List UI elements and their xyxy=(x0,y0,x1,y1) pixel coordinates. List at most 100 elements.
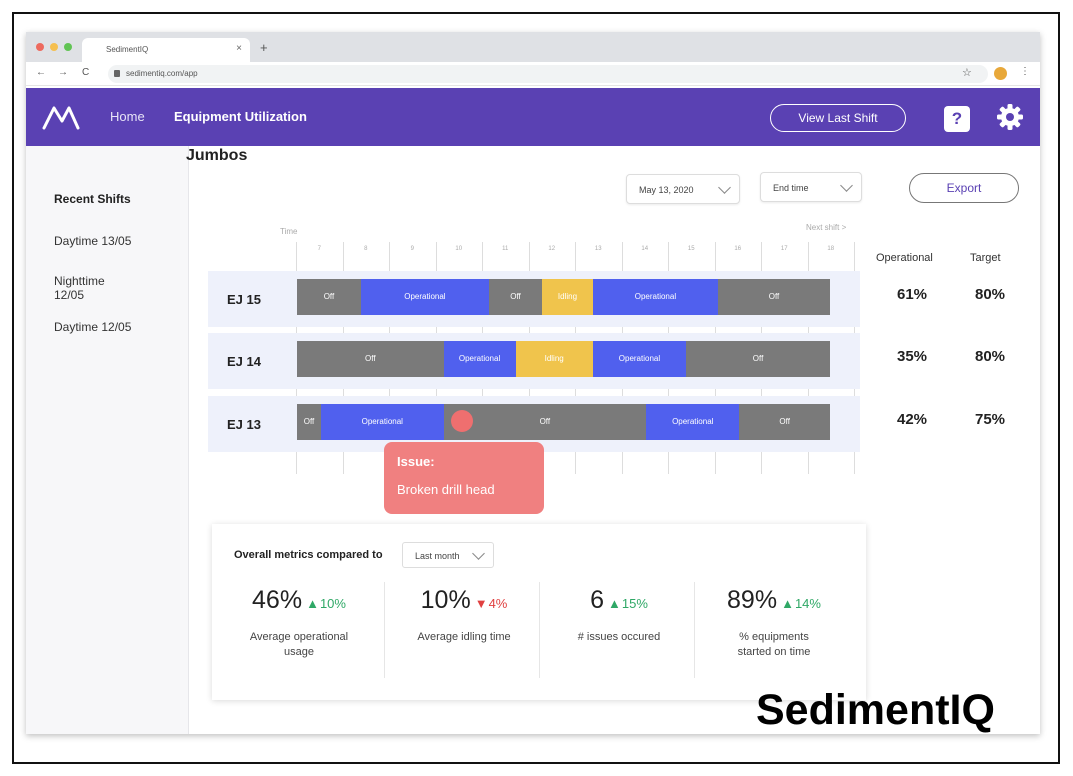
metric-value: 10% xyxy=(420,586,471,614)
timeline-segment-off[interactable]: Off xyxy=(739,404,830,440)
timeline-segment-operational[interactable]: Operational xyxy=(592,279,719,315)
timeline-tick-label: 13 xyxy=(594,246,602,252)
time-select-value: End time xyxy=(773,183,809,193)
browser-tab[interactable]: SedimentIQ × xyxy=(82,38,250,62)
target-percentage: 80% xyxy=(975,286,1006,303)
metric-value-row: 46% ▲10% xyxy=(222,586,376,615)
page-title: Jumbos xyxy=(186,147,248,164)
timeline-tick-label: 17 xyxy=(780,246,788,252)
metric-delta: 14% xyxy=(794,596,821,611)
metric-value-row: 6 ▲15% xyxy=(542,586,696,615)
maximize-window-icon[interactable] xyxy=(64,43,72,51)
trend-down-icon: ▼ xyxy=(474,596,488,611)
target-column-header: Target xyxy=(970,252,1001,264)
reload-icon[interactable]: C xyxy=(82,67,90,78)
chevron-down-icon xyxy=(840,179,853,192)
timeline-tick-label: 11 xyxy=(502,246,509,252)
timeline-segment-off[interactable]: Off xyxy=(488,279,543,315)
metric-value: 46% xyxy=(252,586,303,614)
profile-avatar[interactable] xyxy=(994,67,1007,80)
timeline-segment-idling[interactable]: Idling xyxy=(542,279,593,315)
sedimentiq-logo-icon[interactable] xyxy=(42,104,80,130)
equipment-id: EJ 14 xyxy=(227,354,261,369)
date-select-value: May 13, 2020 xyxy=(639,185,694,195)
metric-value: 89% xyxy=(727,586,778,614)
operational-percentage: 35% xyxy=(897,348,928,365)
timeline-tick-label: 14 xyxy=(641,246,649,252)
metric-card: 6 ▲15% # issues occured xyxy=(542,576,696,676)
nav-equipment-utilization-link[interactable]: Equipment Utilization xyxy=(174,109,307,124)
metric-divider xyxy=(384,582,385,678)
target-percentage: 75% xyxy=(975,411,1006,428)
issue-marker[interactable] xyxy=(451,410,473,432)
view-last-shift-button[interactable]: View Last Shift xyxy=(770,104,906,132)
window-controls xyxy=(36,43,72,51)
trend-up-icon: ▲ xyxy=(608,596,621,611)
metric-divider xyxy=(694,582,695,678)
metrics-panel: Overall metrics compared to Last month 4… xyxy=(212,524,866,700)
issue-description: Broken drill head xyxy=(397,482,495,497)
time-select[interactable]: End time xyxy=(760,172,862,202)
timeline-segment-off[interactable]: Off xyxy=(443,404,647,440)
metric-label: Average idling time xyxy=(417,631,511,643)
forward-icon[interactable]: → xyxy=(58,67,68,78)
metrics-title: Overall metrics compared to xyxy=(234,549,383,561)
trend-up-icon: ▲ xyxy=(306,596,319,611)
minimize-window-icon[interactable] xyxy=(50,43,58,51)
sidebar-item-daytime-1205[interactable]: Daytime 12/05 xyxy=(54,320,132,334)
issue-tooltip: Issue: Broken drill head xyxy=(384,442,544,514)
metric-label: % equipments started on time xyxy=(737,631,811,658)
timeline-segment-operational[interactable]: Operational xyxy=(443,341,516,377)
compare-period-select[interactable]: Last month xyxy=(402,542,494,568)
timeline-tick-label: 12 xyxy=(548,246,556,252)
nav-home-link[interactable]: Home xyxy=(110,109,145,124)
url-text: sedimentiq.com/app xyxy=(126,69,198,78)
date-select[interactable]: May 13, 2020 xyxy=(626,174,740,204)
back-icon[interactable]: ← xyxy=(36,67,46,78)
timeline-segment-off[interactable]: Off xyxy=(297,404,321,440)
timeline-segment-off[interactable]: Off xyxy=(686,341,830,377)
sidebar: Recent Shifts Daytime 13/05 Nighttime 12… xyxy=(26,146,189,734)
metric-card: 10% ▼4% Average idling time xyxy=(387,576,541,676)
export-button[interactable]: Export xyxy=(909,173,1019,203)
timeline-segment-off[interactable]: Off xyxy=(718,279,830,315)
timeline-segment-operational[interactable]: Operational xyxy=(360,279,489,315)
timeline-tick-label: 10 xyxy=(455,246,463,252)
operational-column-header: Operational xyxy=(876,252,933,264)
metric-delta: 10% xyxy=(319,596,346,611)
operational-percentage: 61% xyxy=(897,286,928,303)
compare-period-value: Last month xyxy=(415,551,460,561)
trend-up-icon: ▲ xyxy=(781,596,794,611)
timeline-tick-label: 8 xyxy=(364,246,368,252)
timeline-segment-operational[interactable]: Operational xyxy=(592,341,687,377)
gear-icon[interactable] xyxy=(996,103,1024,131)
sidebar-item-nighttime-1205[interactable]: Nighttime 12/05 xyxy=(54,274,105,302)
timeline-segment-idling[interactable]: Idling xyxy=(515,341,593,377)
timeline-segment-operational[interactable]: Operational xyxy=(320,404,444,440)
timeline-tick-label: 15 xyxy=(687,246,695,252)
sidebar-item-daytime-1305[interactable]: Daytime 13/05 xyxy=(54,234,132,248)
url-field[interactable]: sedimentiq.com/app xyxy=(108,65,988,83)
app-header: Home Equipment Utilization View Last Shi… xyxy=(26,88,1040,146)
lock-icon xyxy=(114,70,120,77)
equipment-id: EJ 15 xyxy=(227,292,261,307)
bookmark-star-icon[interactable]: ☆ xyxy=(962,67,972,79)
browser-menu-icon[interactable]: ⋮ xyxy=(1020,66,1030,77)
timeline-segment-operational[interactable]: Operational xyxy=(646,404,740,440)
tab-title: SedimentIQ xyxy=(106,45,149,54)
timeline-segment-off[interactable]: Off xyxy=(297,341,444,377)
timeline-segment-off[interactable]: Off xyxy=(297,279,361,315)
chevron-down-icon xyxy=(718,181,731,194)
time-axis-label: Time xyxy=(280,227,298,236)
timeline-tick-label: 18 xyxy=(827,246,835,252)
help-icon[interactable]: ? xyxy=(944,106,970,132)
metric-value: 6 xyxy=(590,586,604,614)
new-tab-icon[interactable]: + xyxy=(260,40,268,55)
close-window-icon[interactable] xyxy=(36,43,44,51)
timeline-tick-label: 7 xyxy=(317,246,321,252)
next-shift-link[interactable]: Next shift > xyxy=(806,223,847,232)
metric-card: 46% ▲10% Average operational usage xyxy=(222,576,376,676)
metric-divider xyxy=(539,582,540,678)
sedimentiq-wordmark: SedimentIQ xyxy=(756,686,995,734)
tab-close-icon[interactable]: × xyxy=(236,43,242,54)
